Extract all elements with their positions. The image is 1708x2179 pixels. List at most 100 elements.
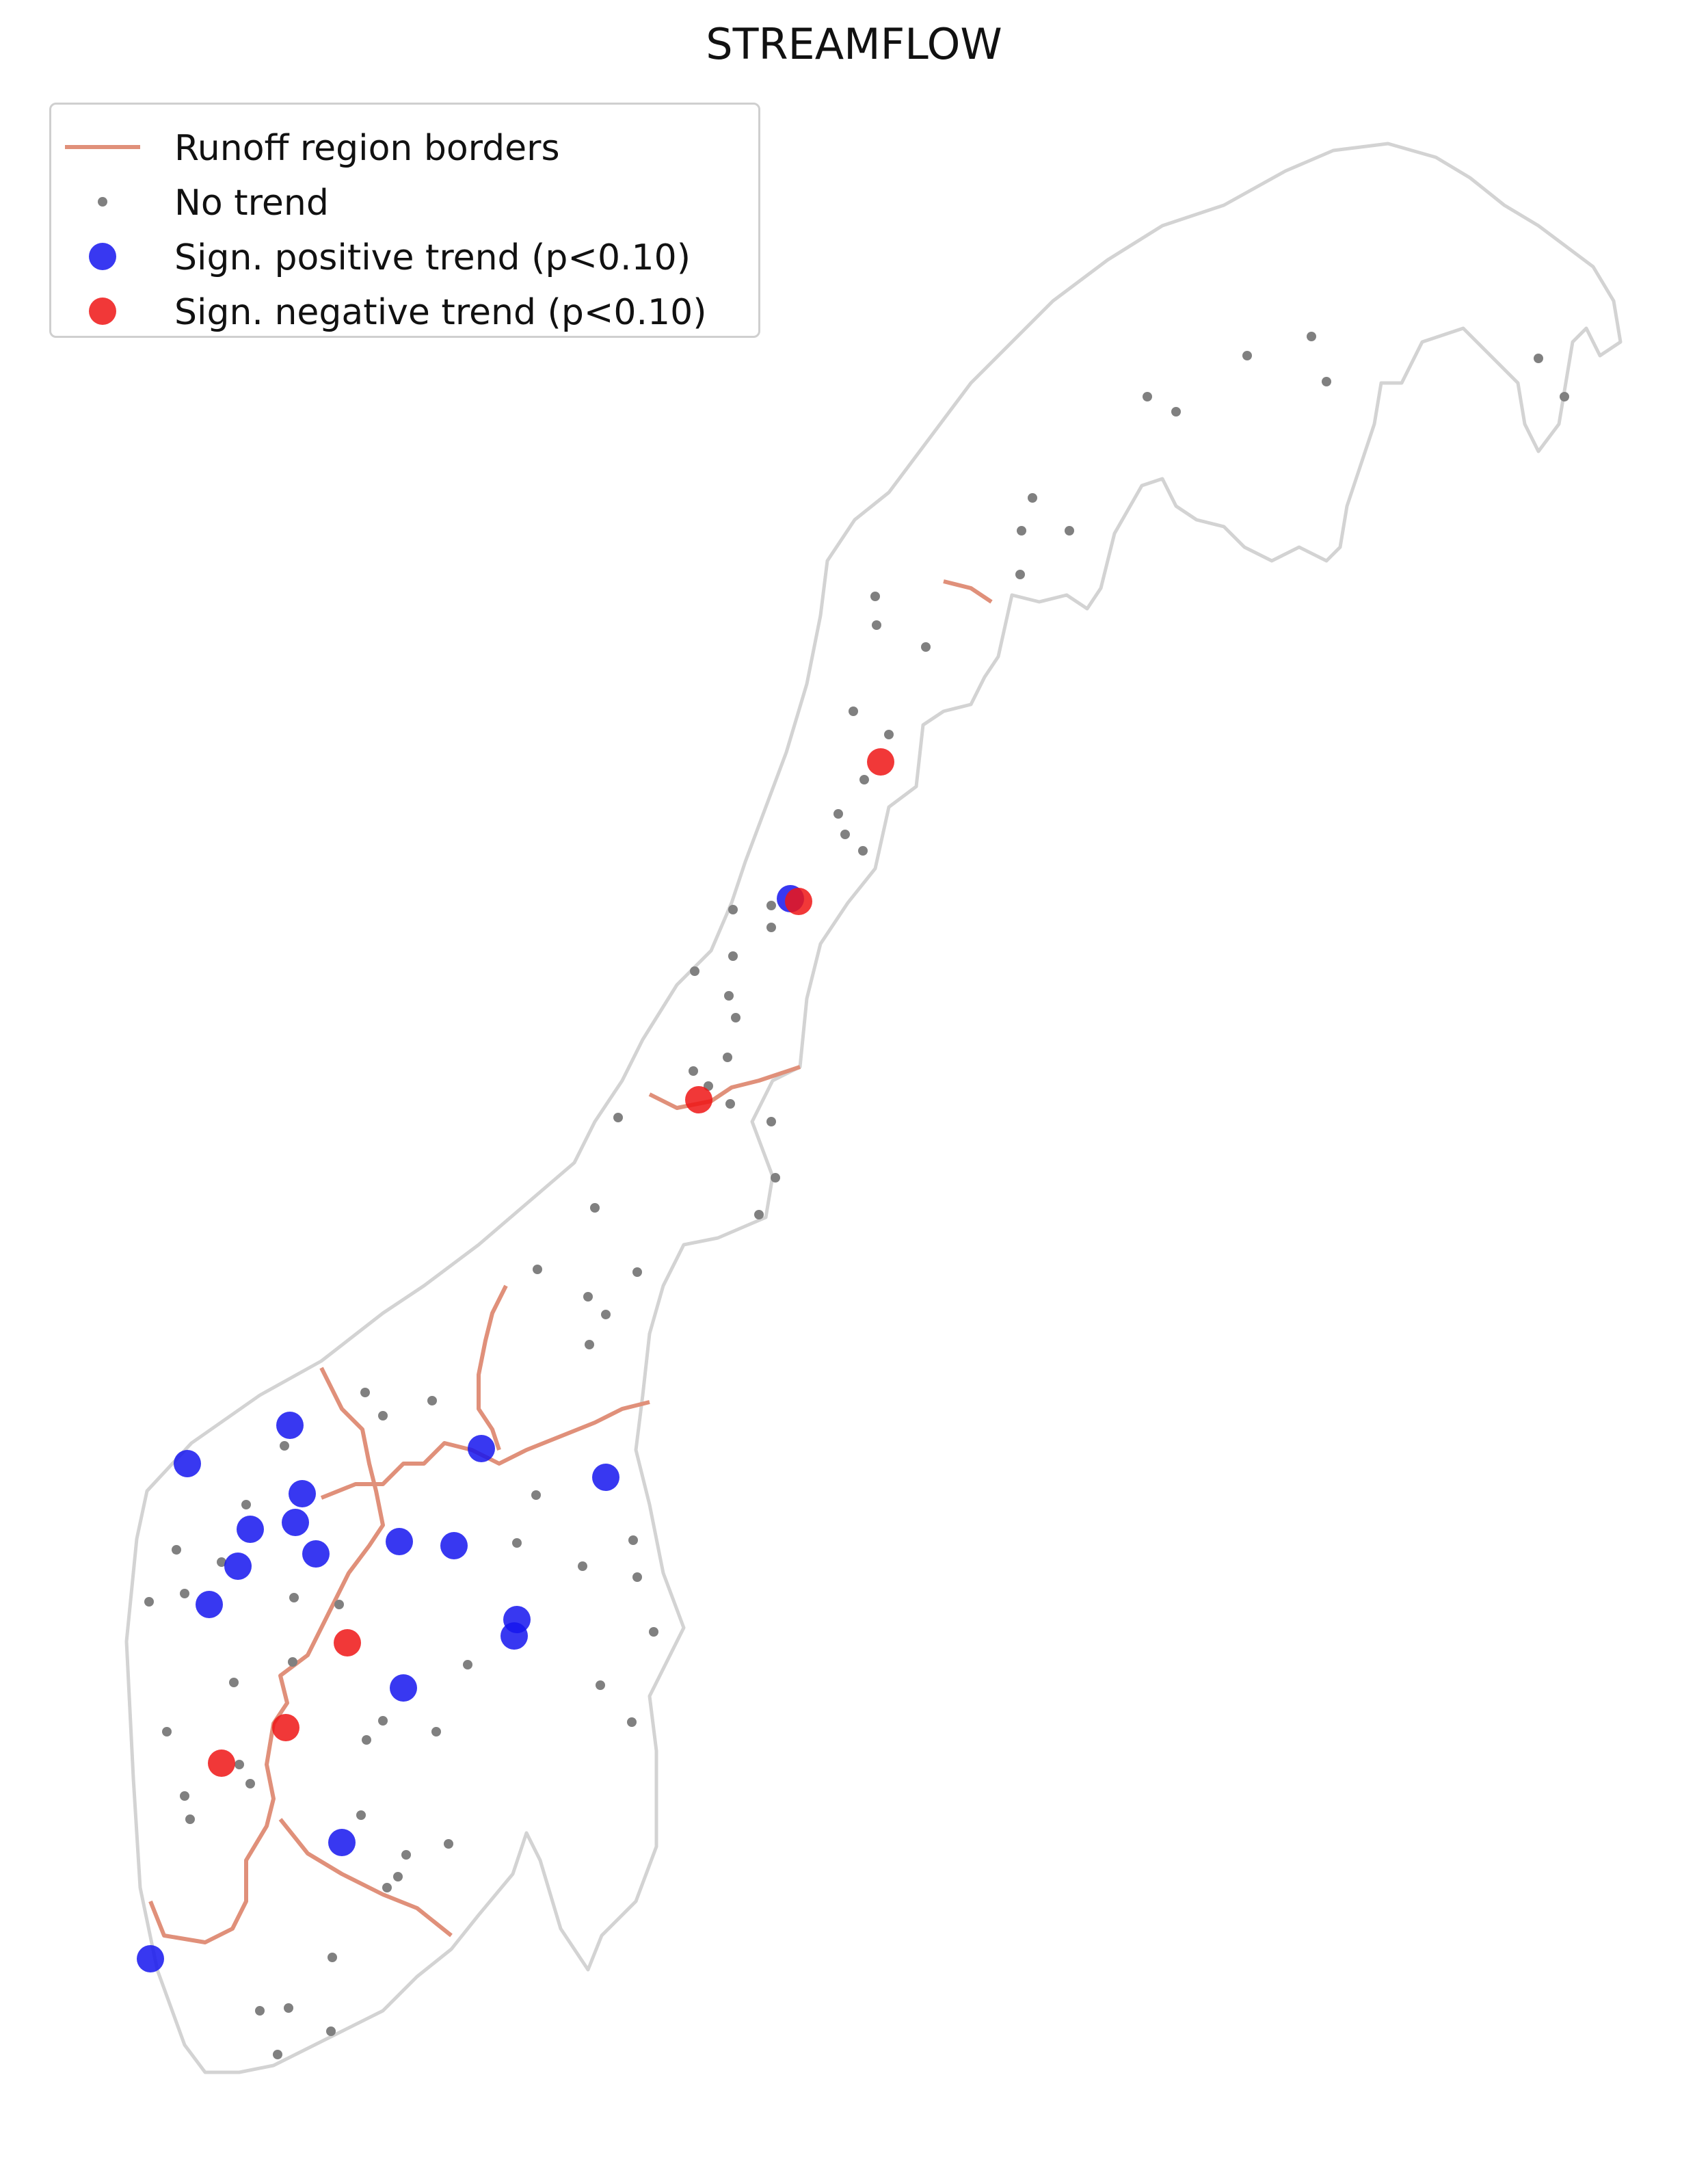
station-positive-trend bbox=[237, 1516, 264, 1543]
station-no-trend bbox=[578, 1561, 587, 1571]
station-no-trend bbox=[273, 2050, 282, 2059]
station-no-trend bbox=[431, 1727, 441, 1736]
station-no-trend bbox=[280, 1441, 289, 1451]
station-negative-trend bbox=[685, 1086, 712, 1113]
station-no-trend bbox=[378, 1411, 388, 1421]
station-no-trend bbox=[1028, 493, 1037, 503]
station-no-trend bbox=[627, 1717, 637, 1727]
coastline bbox=[124, 142, 1623, 2074]
legend: Runoff region borders No trend Sign. pos… bbox=[49, 103, 760, 338]
station-positive-trend bbox=[328, 1829, 356, 1856]
station-no-trend bbox=[162, 1727, 172, 1736]
station-no-trend bbox=[180, 1791, 189, 1801]
station-positive-trend bbox=[501, 1622, 528, 1650]
legend-item-negative: Sign. negative trend (p<0.10) bbox=[51, 284, 758, 339]
station-positive-trend bbox=[386, 1528, 413, 1555]
station-positive-trend bbox=[289, 1480, 316, 1507]
negative-trend-stations bbox=[208, 748, 894, 1777]
station-positive-trend bbox=[468, 1435, 495, 1462]
legend-item-no-trend: No trend bbox=[51, 174, 758, 229]
region-border-central-north bbox=[477, 1284, 508, 1451]
station-positive-trend bbox=[302, 1540, 330, 1568]
station-no-trend bbox=[288, 1657, 297, 1667]
station-no-trend bbox=[533, 1265, 542, 1274]
station-positive-trend bbox=[282, 1509, 309, 1536]
station-no-trend bbox=[245, 1779, 255, 1788]
station-no-trend bbox=[1015, 570, 1025, 579]
station-no-trend bbox=[362, 1735, 371, 1745]
station-no-trend bbox=[382, 1883, 392, 1892]
station-positive-trend bbox=[137, 1945, 164, 1972]
station-no-trend bbox=[754, 1210, 764, 1219]
station-no-trend bbox=[766, 923, 776, 932]
runoff-region-borders bbox=[148, 579, 993, 1944]
station-no-trend bbox=[172, 1545, 181, 1555]
station-no-trend bbox=[724, 991, 734, 1001]
station-no-trend bbox=[1560, 392, 1569, 401]
blue-dot-icon bbox=[89, 243, 116, 270]
station-no-trend bbox=[185, 1814, 195, 1824]
line-icon bbox=[65, 145, 140, 149]
legend-label-positive: Sign. positive trend (p<0.10) bbox=[174, 237, 691, 278]
station-no-trend bbox=[628, 1535, 638, 1545]
station-no-trend bbox=[401, 1850, 411, 1860]
station-no-trend bbox=[180, 1589, 189, 1598]
station-no-trend bbox=[512, 1538, 522, 1548]
station-no-trend bbox=[858, 846, 868, 856]
station-no-trend bbox=[689, 1066, 698, 1076]
station-no-trend bbox=[1065, 526, 1074, 536]
station-no-trend bbox=[596, 1680, 605, 1690]
station-no-trend bbox=[217, 1557, 226, 1567]
station-no-trend bbox=[613, 1113, 623, 1122]
region-border-trondelag bbox=[648, 1065, 801, 1110]
station-no-trend bbox=[872, 620, 881, 630]
station-no-trend bbox=[585, 1340, 594, 1349]
station-no-trend bbox=[463, 1660, 472, 1669]
station-no-trend bbox=[427, 1396, 437, 1405]
station-negative-trend bbox=[208, 1749, 235, 1777]
station-no-trend bbox=[632, 1572, 642, 1582]
station-no-trend bbox=[393, 1872, 403, 1881]
station-no-trend bbox=[921, 642, 931, 652]
station-no-trend bbox=[144, 1597, 154, 1607]
station-positive-trend bbox=[276, 1412, 304, 1439]
station-no-trend bbox=[328, 1953, 337, 1962]
region-border-south bbox=[278, 1818, 453, 1938]
station-no-trend bbox=[284, 2003, 293, 2013]
station-no-trend bbox=[360, 1388, 370, 1397]
station-no-trend bbox=[632, 1267, 642, 1277]
legend-label-negative: Sign. negative trend (p<0.10) bbox=[174, 292, 707, 333]
small-dot-icon bbox=[98, 197, 107, 207]
station-no-trend bbox=[1171, 407, 1181, 417]
station-no-trend bbox=[1242, 351, 1252, 360]
station-no-trend bbox=[690, 966, 699, 976]
station-positive-trend bbox=[196, 1591, 223, 1618]
station-no-trend bbox=[1017, 526, 1026, 536]
station-no-trend bbox=[444, 1839, 453, 1849]
station-negative-trend bbox=[785, 888, 812, 915]
station-no-trend bbox=[255, 2006, 265, 2016]
station-negative-trend bbox=[334, 1629, 361, 1656]
station-no-trend bbox=[356, 1810, 366, 1820]
station-no-trend bbox=[1534, 354, 1543, 363]
station-no-trend bbox=[766, 901, 776, 910]
station-no-trend bbox=[1143, 392, 1152, 401]
station-no-trend bbox=[859, 775, 869, 784]
station-positive-trend bbox=[174, 1450, 201, 1477]
station-no-trend bbox=[1307, 332, 1316, 341]
station-negative-trend bbox=[867, 748, 894, 776]
station-no-trend bbox=[289, 1593, 299, 1602]
station-no-trend bbox=[649, 1627, 658, 1637]
station-no-trend bbox=[601, 1310, 611, 1319]
map-title: STREAMFLOW bbox=[706, 19, 1002, 69]
station-no-trend bbox=[771, 1173, 780, 1183]
positive-trend-stations bbox=[137, 885, 804, 1972]
station-no-trend bbox=[229, 1678, 239, 1687]
station-no-trend bbox=[723, 1053, 732, 1062]
legend-label-borders: Runoff region borders bbox=[174, 128, 560, 169]
station-positive-trend bbox=[440, 1532, 468, 1559]
station-no-trend bbox=[583, 1292, 593, 1302]
station-no-trend bbox=[884, 730, 894, 739]
station-negative-trend bbox=[272, 1714, 299, 1741]
